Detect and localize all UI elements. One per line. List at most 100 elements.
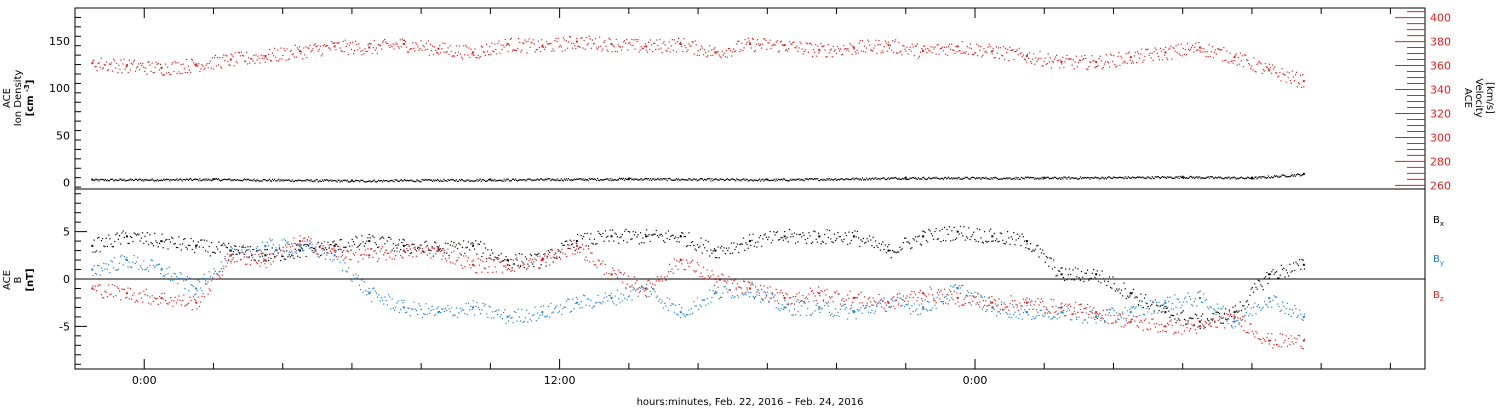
density-sample: [687, 180, 688, 181]
density-sample: [1112, 178, 1113, 179]
velocity-sample: [209, 63, 210, 64]
density-sample: [511, 180, 512, 181]
velocity-sample: [100, 67, 101, 68]
bx-sample: [487, 249, 488, 250]
velocity-sample: [734, 51, 735, 52]
density-sample: [910, 178, 911, 179]
by-sample: [429, 313, 430, 314]
velocity-sample: [497, 43, 498, 44]
by-sample: [207, 281, 208, 282]
bz-sample: [501, 261, 502, 262]
velocity-sample: [824, 49, 825, 50]
density-sample: [1107, 177, 1108, 178]
velocity-sample: [469, 57, 470, 58]
bx-sample: [516, 259, 517, 260]
density-sample: [1209, 178, 1210, 179]
velocity-sample: [843, 45, 844, 46]
by-sample: [388, 294, 389, 295]
velocity-sample: [218, 64, 219, 65]
bx-sample: [406, 244, 407, 245]
density-sample: [956, 178, 957, 179]
velocity-sample: [534, 43, 535, 44]
velocity-sample: [990, 46, 991, 47]
bx-sample: [1134, 297, 1135, 298]
by-sample: [270, 240, 271, 241]
density-sample: [457, 181, 458, 182]
by-sample: [1029, 309, 1030, 310]
by-sample: [541, 306, 542, 307]
velocity-sample: [939, 53, 940, 54]
by-sample: [698, 309, 699, 310]
bz-sample: [381, 248, 382, 249]
density-sample: [141, 180, 142, 181]
bx-sample: [668, 230, 669, 231]
by-sample: [697, 297, 698, 298]
velocity-sample: [773, 44, 774, 45]
velocity-sample: [758, 43, 759, 44]
velocity-sample: [439, 45, 440, 46]
bz-sample: [531, 262, 532, 263]
velocity-sample: [208, 67, 209, 68]
bx-sample: [386, 250, 387, 251]
velocity-sample: [1180, 55, 1181, 56]
bz-sample: [220, 277, 221, 278]
density-sample: [1199, 177, 1200, 178]
by-sample: [1054, 317, 1055, 318]
velocity-sample: [310, 51, 311, 52]
bz-sample: [555, 257, 556, 258]
density-sample: [1300, 175, 1301, 176]
density-sample: [774, 179, 775, 180]
density-sample: [1205, 178, 1206, 179]
velocity-sample: [739, 51, 740, 52]
bx-sample: [705, 240, 706, 241]
bz-sample: [256, 262, 257, 263]
by-sample: [980, 296, 981, 297]
velocity-sample: [860, 40, 861, 41]
bz-sample: [469, 264, 470, 265]
density-sample: [164, 179, 165, 180]
density-sample: [879, 179, 880, 180]
bx-sample: [169, 239, 170, 240]
velocity-sample: [737, 41, 738, 42]
bx-sample: [1166, 308, 1167, 309]
velocity-sample: [588, 43, 589, 44]
velocity-sample: [1155, 47, 1156, 48]
bx-sample: [457, 248, 458, 249]
velocity-sample: [615, 51, 616, 52]
density-sample: [418, 180, 419, 181]
velocity-sample: [210, 61, 211, 62]
bx-sample: [827, 229, 828, 230]
velocity-sample: [800, 41, 801, 42]
density-sample: [762, 179, 763, 180]
bx-sample: [605, 230, 606, 231]
density-sample: [748, 180, 749, 181]
bz-sample: [371, 248, 372, 249]
density-sample: [355, 180, 356, 181]
bx-sample: [780, 237, 781, 238]
velocity-sample: [283, 48, 284, 49]
density-sample: [860, 178, 861, 179]
density-sample: [789, 180, 790, 181]
by-sample: [956, 287, 957, 288]
bx-sample: [1083, 281, 1084, 282]
bz-sample: [383, 254, 384, 255]
density-sample: [623, 178, 624, 179]
velocity-sample: [282, 55, 283, 56]
bz-sample: [547, 257, 548, 258]
density-sample: [598, 180, 599, 181]
velocity-sample: [1092, 61, 1093, 62]
velocity-sample: [937, 45, 938, 46]
density-sample: [158, 180, 159, 181]
bx-sample: [948, 234, 949, 235]
bz-sample: [394, 259, 395, 260]
density-sample: [1158, 176, 1159, 177]
velocity-sample: [715, 53, 716, 54]
by-sample: [1026, 305, 1027, 306]
density-sample: [1221, 178, 1222, 179]
density-sample: [763, 180, 764, 181]
bx-sample: [709, 255, 710, 256]
velocity-sample: [945, 53, 946, 54]
velocity-sample: [827, 56, 828, 57]
